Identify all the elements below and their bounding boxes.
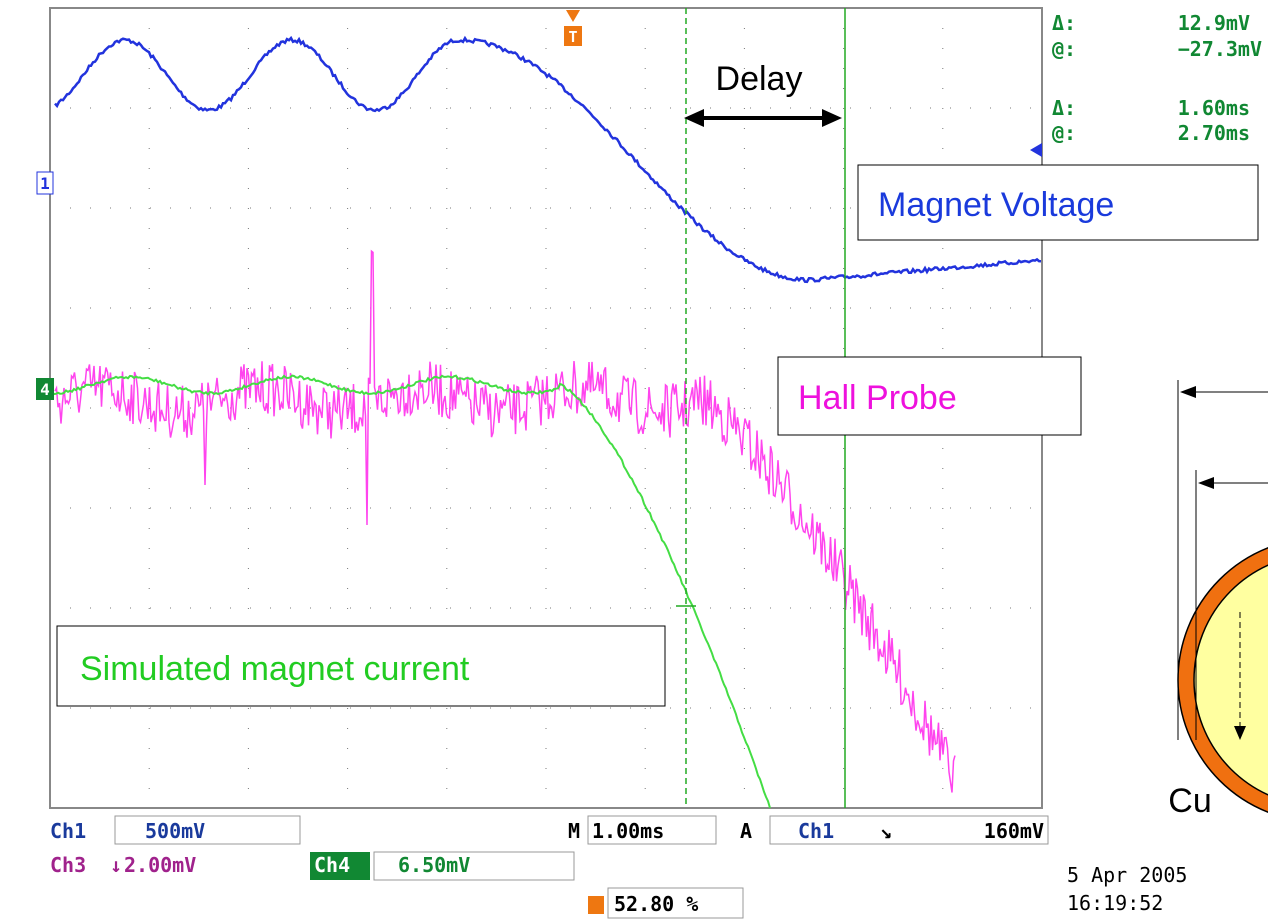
hall-probe-label: Hall Probe [798,379,957,417]
trigger-source: Ch1 [798,819,834,843]
trigger-position: 52.80 % [614,892,698,916]
core [1193,564,1268,796]
ch3-scale: 2.00mV [124,853,196,877]
svg-text:↓: ↓ [110,853,122,877]
label-box [857,164,1259,241]
ch4-name: Ch4 [314,853,350,877]
field-box [607,887,744,919]
time-scale: 1.00ms [592,819,664,843]
ch1-marker-label: 1 [40,174,50,193]
readout-value: 12.9mV [1178,11,1250,35]
ch4-badge [310,852,370,880]
svg-text:↘: ↘ [880,819,892,843]
label-box [777,356,1082,436]
trigger-marker-label: T [568,28,577,46]
cu-label: Cu [1168,782,1211,820]
ch3-name: Ch3 [50,853,86,877]
simulated-current-label: Simulated magnet current [80,650,470,688]
arrow-head [684,109,704,127]
arrow-head [1198,477,1214,489]
time-prefix: M [568,819,580,843]
readout-value: 1.60ms [1178,96,1250,120]
readout-symbol: @: [1052,37,1076,61]
magnet-voltage-label: Magnet Voltage [878,186,1114,224]
readout-value: −27.3mV [1178,37,1262,61]
trigger-pointer [566,10,580,22]
ch4-scale: 6.50mV [398,853,470,877]
field-box [114,815,301,845]
readout-value: 2.70ms [1178,121,1250,145]
delay-label: Delay [716,60,803,98]
date: 5 Apr 2005 [1067,863,1187,887]
trigger-mode: A [740,819,752,843]
simulated-current-trace [49,374,771,809]
ch1-scale: 500mV [145,819,205,843]
arrow-head [822,109,842,127]
arrow-head [1180,386,1196,398]
ch1-name: Ch1 [50,819,86,843]
trigger-level: 160mV [984,819,1044,843]
arrow-head [1234,726,1246,740]
readout-symbol: @: [1052,121,1076,145]
trigger-icon [588,896,604,914]
readout-symbol: Δ: [1052,96,1076,120]
trigger-marker [564,26,582,46]
field-box [587,815,717,845]
readout-symbol: Δ: [1052,11,1076,35]
magnet-voltage-trace [54,35,1042,284]
field-box [373,851,575,881]
field-box [769,815,1049,845]
ch4-marker-label: 4 [40,380,50,399]
time: 16:19:52 [1067,891,1163,915]
ch1-level-pointer [1030,143,1042,157]
label-box [56,625,666,707]
hall-probe-trace [54,249,956,793]
ch4-marker [36,378,54,400]
ch1-marker [36,171,54,195]
